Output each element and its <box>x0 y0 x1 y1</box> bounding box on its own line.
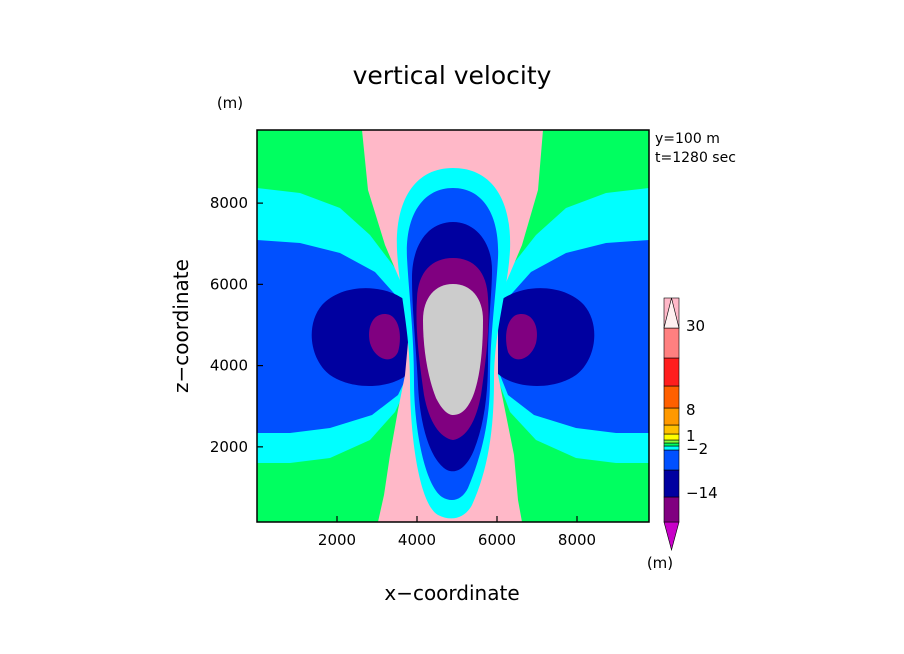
y-tick-label: 4000 <box>210 357 248 375</box>
x-axis: 2000 4000 6000 8000 <box>318 516 596 549</box>
colorbar-segment <box>663 445 680 451</box>
colorbar-tick-label: 8 <box>686 401 696 419</box>
colorbar-tick-label: 30 <box>686 317 705 335</box>
y-axis-label: z−coordinate <box>169 259 193 393</box>
field-region-downdraft-navy-right <box>491 288 595 387</box>
colorbar-segment <box>663 449 680 471</box>
y-tick-label: 6000 <box>210 275 248 293</box>
colorbar-segment <box>663 357 680 387</box>
colorbar-segment <box>663 385 680 409</box>
x-tick-label: 8000 <box>558 531 596 549</box>
contour-field <box>257 130 649 522</box>
colorbar-segment <box>663 442 680 447</box>
y-tick-label: 8000 <box>210 194 248 212</box>
colorbar-segment <box>663 297 680 329</box>
colorbar <box>663 297 680 552</box>
x-tick-label: 6000 <box>478 531 516 549</box>
colorbar-segment <box>663 327 680 359</box>
colorbar-tick-label: −14 <box>686 484 718 502</box>
colorbar-unit-label: (m) <box>647 554 673 572</box>
chart-title: vertical velocity <box>353 61 552 90</box>
colorbar-tick-label: −2 <box>686 440 708 458</box>
colorbar-segment <box>663 433 680 441</box>
colorbar-segment <box>663 424 680 435</box>
annotation-t: t=1280 sec <box>655 150 736 166</box>
colorbar-labels: 30 8 1 −2 −14 <box>686 317 718 502</box>
y-tick-label: 2000 <box>210 438 248 456</box>
y-unit-label: (m) <box>217 94 243 112</box>
y-axis: 2000 4000 6000 8000 <box>210 194 263 456</box>
colorbar-tick-label: 1 <box>686 427 696 445</box>
annotation-y: y=100 m <box>655 131 720 147</box>
colorbar-segment <box>663 496 680 523</box>
colorbar-segment <box>663 469 680 498</box>
x-tick-label: 2000 <box>318 531 356 549</box>
colorbar-segment <box>663 439 680 444</box>
field-region-downdraft-purple-left <box>369 314 400 360</box>
field-region-updraft-core <box>432 312 470 380</box>
x-tick-label: 4000 <box>398 531 436 549</box>
colorbar-segment <box>663 521 680 552</box>
colorbar-segment <box>663 407 680 426</box>
x-axis-label: x−coordinate <box>384 581 519 605</box>
field-region-downdraft-navy-left <box>311 288 415 387</box>
field-region-downdraft-purple-right <box>506 314 537 360</box>
plot-frame <box>256 129 650 523</box>
